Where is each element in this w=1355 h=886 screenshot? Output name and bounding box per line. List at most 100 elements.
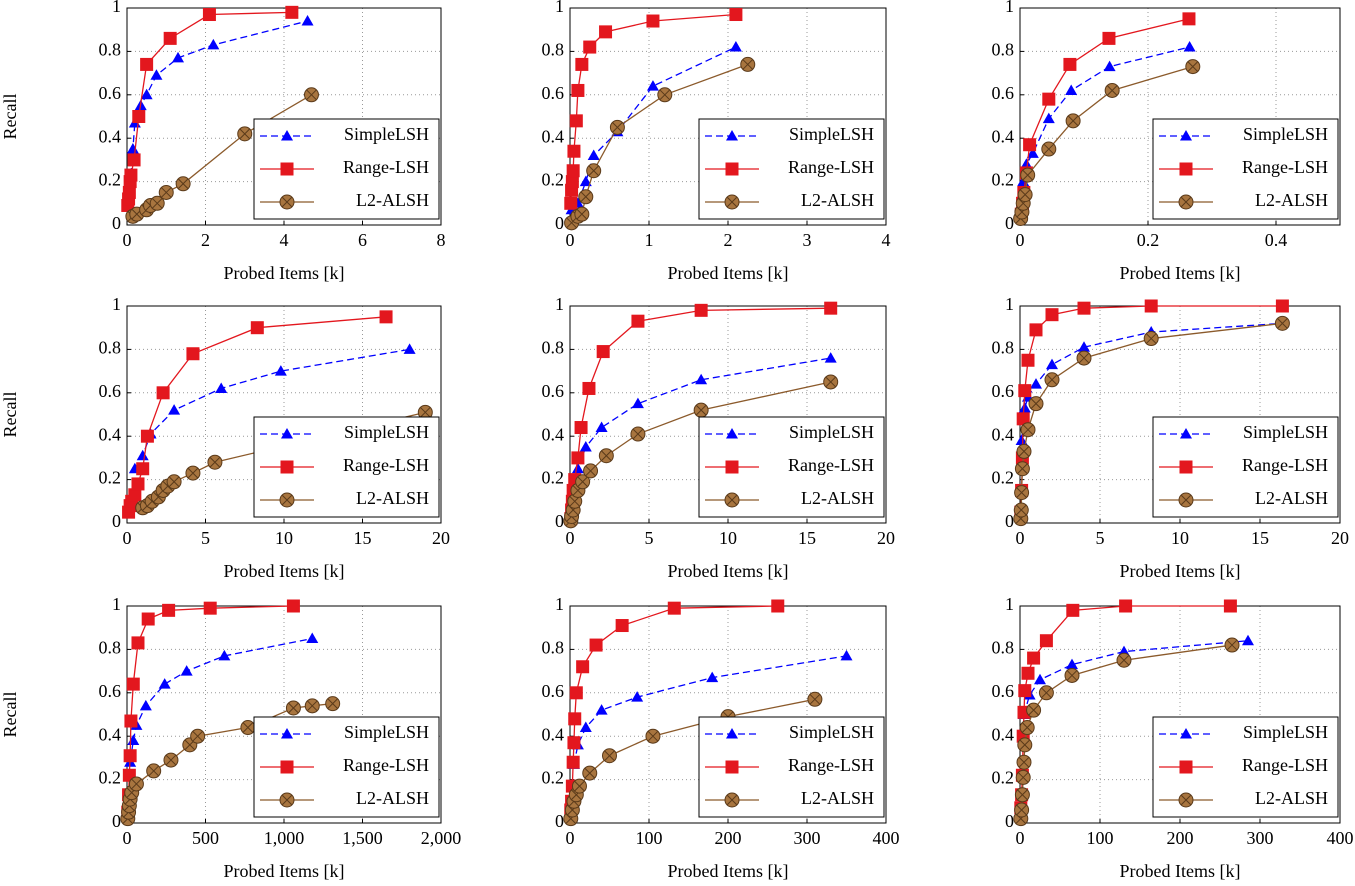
marker-triangle xyxy=(1066,658,1078,670)
x-tick-label: 0 xyxy=(1016,528,1025,548)
marker-circle xyxy=(1028,396,1044,412)
marker-cross xyxy=(726,196,738,208)
marker-triangle xyxy=(571,462,584,474)
x-tick-label: 0 xyxy=(123,528,132,548)
marker-circle xyxy=(325,696,341,712)
y-tick-label: 0.4 xyxy=(992,424,1015,444)
marker-cross xyxy=(809,693,821,705)
legend-label: Range-LSH xyxy=(788,157,874,177)
marker-square xyxy=(1223,599,1237,613)
marker-cross xyxy=(647,730,659,742)
marker-cross xyxy=(588,165,600,177)
legend-marker xyxy=(724,792,740,808)
legend-label: L2-ALSH xyxy=(356,190,429,210)
marker-triangle xyxy=(1018,401,1031,413)
marker-square xyxy=(162,603,176,617)
plot-frame xyxy=(126,7,442,226)
marker-square xyxy=(202,8,216,22)
x-tick-label: 8 xyxy=(437,230,446,250)
marker-cross xyxy=(306,700,318,712)
marker-cross xyxy=(580,191,592,203)
chart-panel: 0 0.2 0.4 0.6 0.8 1 0 100 200 300 400 Probed Items … xyxy=(992,594,1354,881)
y-tick-label: 0.4 xyxy=(542,424,565,444)
marker-cross xyxy=(1017,463,1028,475)
marker-triangle xyxy=(631,691,644,702)
y-tick-label: 0.6 xyxy=(992,83,1015,103)
legend-label: SimpleLSH xyxy=(1243,422,1328,442)
marker-circle xyxy=(582,765,598,781)
y-tick-label: 0.2 xyxy=(542,468,565,488)
legend-label: SimpleLSH xyxy=(344,124,429,144)
marker-square xyxy=(250,321,264,335)
marker-circle xyxy=(1076,350,1092,366)
marker-cross xyxy=(1118,654,1130,666)
marker-triangle xyxy=(824,352,837,363)
marker-cross xyxy=(576,208,588,220)
marker-circle xyxy=(149,195,165,211)
legend-marker xyxy=(1179,460,1193,474)
x-tick-label: 100 xyxy=(636,828,663,848)
marker-square xyxy=(124,714,138,728)
x-tick-label: 20 xyxy=(432,528,450,548)
legend-marker xyxy=(280,760,294,774)
legend-label: L2-ALSH xyxy=(1255,788,1328,808)
marker-triangle xyxy=(403,343,416,354)
marker-cross xyxy=(242,722,254,733)
marker-cross xyxy=(1180,494,1192,506)
marker-cross xyxy=(1180,196,1192,208)
legend-marker xyxy=(281,428,293,439)
legend-label: Range-LSH xyxy=(343,755,429,775)
marker-triangle xyxy=(207,38,220,50)
y-tick-label: 0 xyxy=(1005,511,1014,531)
marker-cross xyxy=(1017,772,1029,783)
marker-circle xyxy=(240,720,256,736)
marker-circle xyxy=(304,698,320,714)
marker-square xyxy=(203,601,217,615)
legend-marker xyxy=(279,492,295,508)
marker-square xyxy=(123,749,137,763)
x-tick-label: 500 xyxy=(192,828,219,848)
marker-circle xyxy=(1116,652,1132,668)
marker-circle xyxy=(146,763,162,779)
legend-label: Range-LSH xyxy=(788,455,874,475)
marker-square xyxy=(1039,634,1053,648)
marker-circle xyxy=(693,402,709,418)
marker-triangle xyxy=(579,175,592,187)
marker-circle xyxy=(1015,769,1031,785)
marker-circle xyxy=(417,404,433,420)
legend-marker xyxy=(1178,194,1194,210)
y-tick-label: 0.2 xyxy=(542,170,565,190)
marker-cross xyxy=(192,730,204,742)
marker-square xyxy=(140,57,154,71)
marker-square xyxy=(124,168,138,182)
marker-triangle xyxy=(150,69,163,80)
marker-circle xyxy=(285,700,301,716)
x-axis-label: Probed Items [k] xyxy=(224,861,345,881)
marker-cross xyxy=(1016,487,1027,498)
marker-square xyxy=(646,14,660,28)
y-tick-label: 0.2 xyxy=(992,468,1015,488)
x-tick-label: 2,000 xyxy=(421,828,462,848)
marker-cross xyxy=(327,698,339,710)
marker-circle xyxy=(1020,422,1036,438)
marker-circle xyxy=(166,474,182,490)
marker-cross xyxy=(1018,756,1030,768)
marker-triangle xyxy=(136,449,149,461)
marker-cross xyxy=(1277,318,1288,329)
legend-label: L2-ALSH xyxy=(801,190,874,210)
marker-cross xyxy=(419,406,431,418)
y-tick-label: 0.4 xyxy=(542,126,565,146)
y-tick-label: 0.8 xyxy=(542,40,565,60)
marker-square xyxy=(1042,92,1056,106)
legend-label: Range-LSH xyxy=(788,755,874,775)
y-tick-label: 0.2 xyxy=(99,170,122,190)
marker-triangle xyxy=(1046,358,1058,370)
y-tick-label: 0.2 xyxy=(992,768,1015,788)
marker-cross xyxy=(1043,143,1055,155)
y-tick-label: 0.8 xyxy=(99,40,122,60)
marker-square xyxy=(1018,384,1032,398)
y-tick-label: 1 xyxy=(1005,294,1014,314)
legend-marker xyxy=(724,492,740,508)
marker-square xyxy=(1077,301,1091,315)
